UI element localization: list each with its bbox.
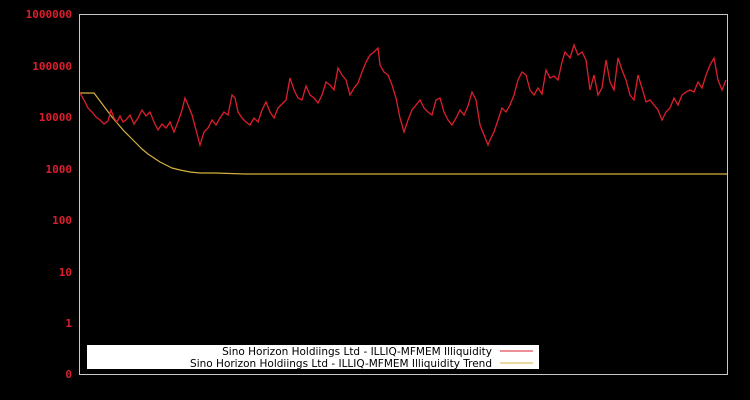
plot-series	[79, 43, 727, 175]
legend: Sino Horizon Holdiings Ltd - ILLIQ-MFMEM…	[87, 345, 539, 370]
trend-line	[80, 92, 727, 175]
y-tick-label: 0	[65, 368, 72, 381]
y-tick-label: 100000	[32, 60, 72, 73]
legend-label-illiquidity: Sino Horizon Holdiings Ltd - ILLIQ-MFMEM…	[222, 346, 492, 358]
y-tick-label: 1000000	[26, 8, 72, 21]
illiquidity-line	[79, 43, 727, 148]
y-tick-label: 1	[65, 317, 72, 330]
y-tick-label: 1000	[46, 163, 73, 176]
y-tick-label: 10000	[39, 111, 72, 124]
legend-box	[87, 345, 539, 369]
y-tick-label: 100	[52, 214, 72, 227]
plot-frame	[79, 14, 728, 375]
legend-label-trend: Sino Horizon Holdiings Ltd - ILLIQ-MFMEM…	[190, 358, 492, 370]
y-tick-label: 10	[59, 266, 72, 279]
